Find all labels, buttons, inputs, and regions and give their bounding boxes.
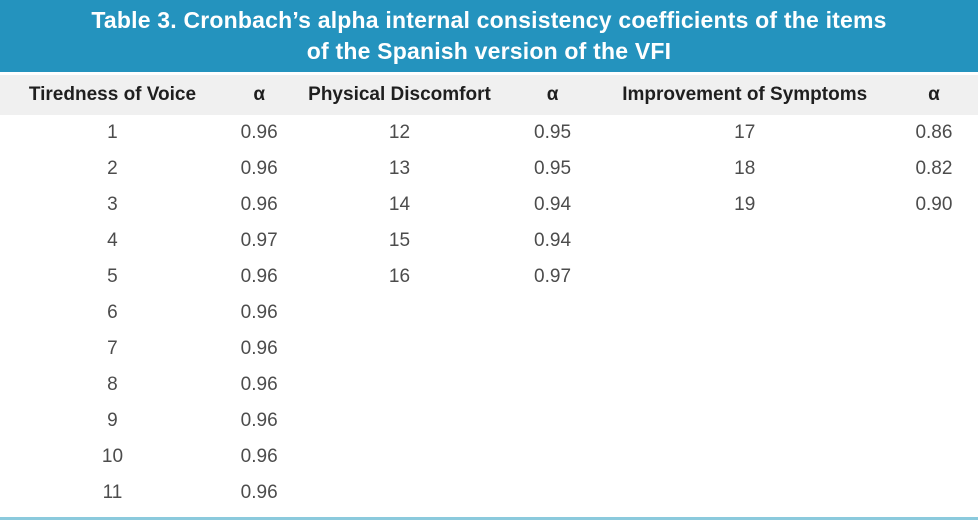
alpha-cell: 0.96 — [240, 446, 278, 467]
item-cell: 13 — [388, 158, 411, 179]
table-title-bar: Table 3. Cronbach’s alpha internal consi… — [0, 0, 978, 72]
item-cell: 16 — [388, 266, 411, 287]
column-header-alpha-1: α — [253, 84, 265, 105]
table-row: 10 0.96 — [0, 439, 978, 475]
alpha-cell: 0.95 — [534, 158, 572, 179]
item-cell: 6 — [107, 302, 118, 323]
table-header-row: Tiredness of Voice α Physical Discomfort… — [0, 75, 978, 115]
alpha-cell: 0.94 — [534, 230, 572, 251]
item-cell: 17 — [734, 122, 756, 143]
item-cell: 12 — [388, 122, 411, 143]
alpha-cell: 0.96 — [240, 338, 278, 359]
item-cell: 4 — [107, 230, 118, 251]
alpha-cell: 0.96 — [240, 374, 278, 395]
column-header-alpha-3: α — [928, 84, 940, 105]
alpha-cell: 0.82 — [915, 158, 953, 179]
table-row: 4 0.97 15 0.94 — [0, 223, 978, 259]
table-row: 8 0.96 — [0, 367, 978, 403]
column-header-alpha-2: α — [546, 84, 559, 105]
table-row: 9 0.96 — [0, 403, 978, 439]
item-cell: 11 — [102, 482, 123, 503]
alpha-cell: 0.97 — [240, 230, 278, 251]
table-row: 3 0.96 14 0.94 19 0.90 — [0, 187, 978, 223]
item-cell: 10 — [101, 446, 124, 467]
alpha-cell: 0.96 — [240, 122, 278, 143]
alpha-cell: 0.96 — [240, 194, 278, 215]
table-bottom-rule — [0, 517, 978, 520]
item-cell: 19 — [734, 194, 756, 215]
item-cell: 2 — [107, 158, 118, 179]
table-row: 1 0.96 12 0.95 17 0.86 — [0, 115, 978, 151]
item-cell: 3 — [107, 194, 118, 215]
alpha-cell: 0.96 — [240, 266, 278, 287]
column-header-tiredness-of-voice: Tiredness of Voice — [28, 84, 197, 105]
alpha-cell: 0.97 — [534, 266, 572, 287]
alpha-cell: 0.95 — [534, 122, 572, 143]
item-cell: 8 — [107, 374, 118, 395]
alpha-cell: 0.86 — [915, 122, 953, 143]
column-header-improvement-of-symptoms: Improvement of Symptoms — [622, 84, 868, 105]
alpha-cell: 0.96 — [240, 302, 278, 323]
table-row: 5 0.96 16 0.97 — [0, 259, 978, 295]
item-cell: 14 — [388, 194, 411, 215]
item-cell: 1 — [107, 122, 118, 143]
column-header-physical-discomfort: Physical Discomfort — [308, 84, 491, 105]
table-row: 2 0.96 13 0.95 18 0.82 — [0, 151, 978, 187]
table-row: 11 0.96 — [0, 475, 978, 511]
item-cell: 9 — [107, 410, 118, 431]
alpha-cell: 0.90 — [915, 194, 953, 215]
table-row: 6 0.96 — [0, 295, 978, 331]
table-title-line-1: Table 3. Cronbach’s alpha internal consi… — [91, 7, 887, 33]
item-cell: 15 — [388, 230, 411, 251]
item-cell: 5 — [107, 266, 118, 287]
item-cell: 7 — [107, 338, 118, 359]
alpha-cell: 0.96 — [240, 482, 278, 503]
alpha-cell: 0.96 — [240, 410, 278, 431]
table-title-line-2: of the Spanish version of the VFI — [306, 38, 672, 64]
table-row: 7 0.96 — [0, 331, 978, 367]
alpha-cell: 0.94 — [534, 194, 572, 215]
item-cell: 18 — [734, 158, 756, 179]
table-body: 1 0.96 12 0.95 17 0.86 2 0.96 13 0.95 18… — [0, 115, 978, 511]
alpha-cell: 0.96 — [240, 158, 278, 179]
